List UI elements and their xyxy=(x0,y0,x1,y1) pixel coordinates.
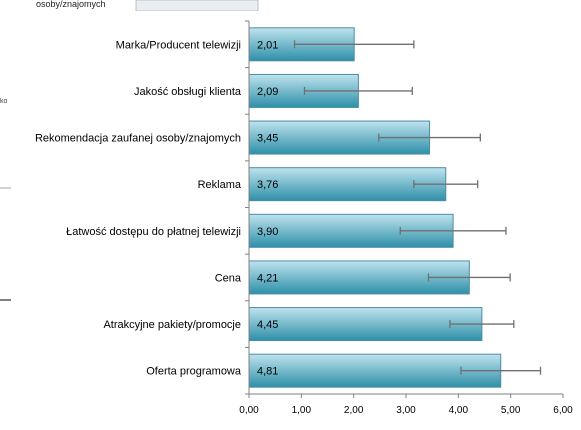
category-label: Cena xyxy=(215,272,242,284)
x-tick-label: 2,00 xyxy=(344,405,364,416)
x-tick-label: 5,00 xyxy=(501,405,521,416)
bar-value-label: 3,76 xyxy=(257,179,278,191)
bar-value-label: 2,01 xyxy=(257,39,278,51)
background-text-fragment-2: ko xyxy=(0,98,8,105)
x-tick-label: 0,00 xyxy=(239,405,259,416)
x-tick-label: 1,00 xyxy=(292,405,312,416)
chart-panel: 0,00 1,00 2,00 3,00 4,00 5,00 6,00 Marka/Produ… xyxy=(11,11,581,430)
category-label: Jakość obsługi klienta xyxy=(134,86,242,98)
background-text-fragment: osoby/znajomych xyxy=(36,0,106,9)
x-tick-label: 3,00 xyxy=(396,405,416,416)
bar-value-label: 4,81 xyxy=(257,366,278,378)
error-bars-group xyxy=(293,40,542,375)
bar xyxy=(248,307,483,342)
x-axis: 0,00 1,00 2,00 3,00 4,00 5,00 6,00 xyxy=(239,20,573,416)
category-label: Reklama xyxy=(198,179,242,191)
background-panel xyxy=(135,0,259,12)
bar-value-label: 3,90 xyxy=(257,226,278,238)
x-tick-label: 6,00 xyxy=(553,405,573,416)
category-label: Łatwość dostępu do płatnej telewizji xyxy=(66,226,241,238)
category-label: Oferta programowa xyxy=(146,366,242,378)
category-label: Rekomendacja zaufanej osoby/znajomych xyxy=(35,133,241,145)
x-tick-label: 4,00 xyxy=(449,405,469,416)
value-labels-group: 2,01 2,09 3,45 3,76 3,90 4,21 4,45 4,81 xyxy=(257,39,278,377)
bar xyxy=(248,167,447,202)
category-labels-group: Marka/Producent telewizji Jakość obsługi … xyxy=(35,39,242,377)
category-label: Marka/Producent telewizji xyxy=(116,39,241,51)
bar-value-label: 4,45 xyxy=(257,319,278,331)
bar-value-label: 3,45 xyxy=(257,133,278,145)
category-label: Atrakcyjne pakiety/promocje xyxy=(103,319,241,331)
bar-value-label: 2,09 xyxy=(257,86,278,98)
bar-value-label: 4,21 xyxy=(257,272,278,284)
bar-chart: 0,00 1,00 2,00 3,00 4,00 5,00 6,00 Marka/Produ… xyxy=(35,20,573,416)
bars-group xyxy=(248,27,502,388)
